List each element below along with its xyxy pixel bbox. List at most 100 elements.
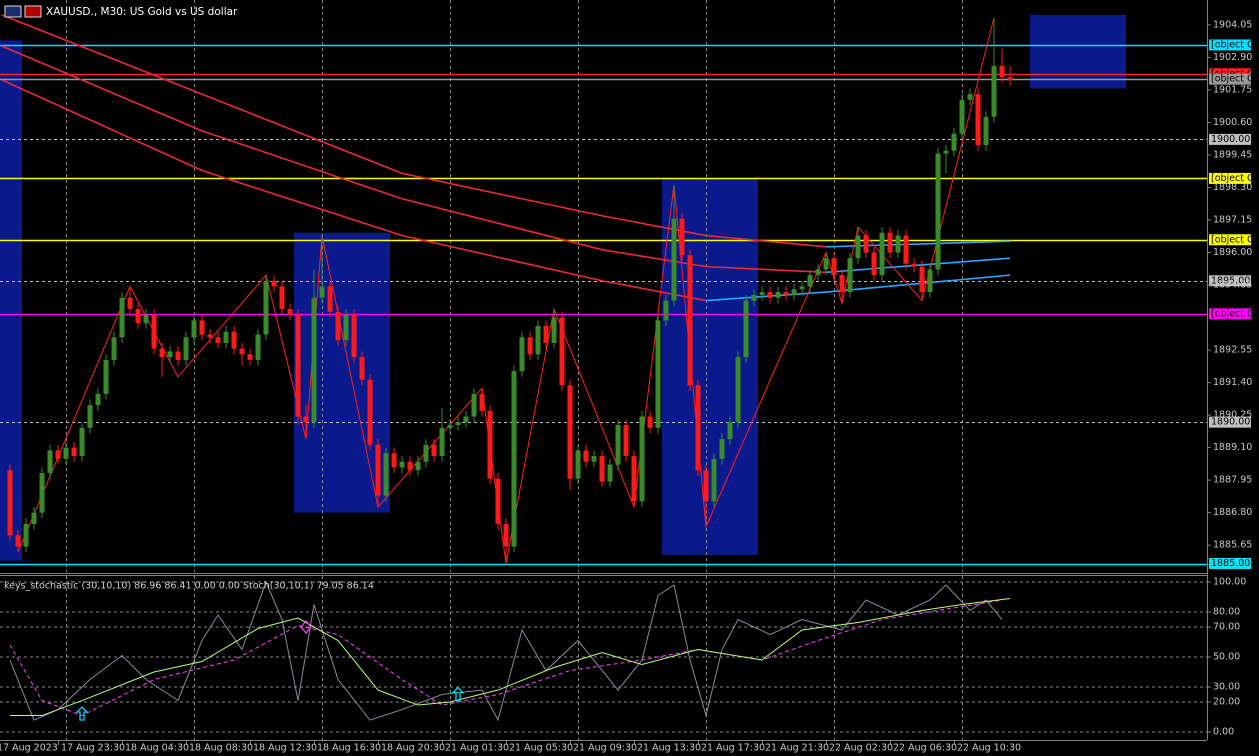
level-label-box xyxy=(1209,558,1251,570)
candle-body xyxy=(943,150,949,154)
zone-box xyxy=(0,40,22,561)
candle-body xyxy=(455,422,461,425)
candle-body xyxy=(471,393,477,417)
candle-body xyxy=(271,280,277,287)
candle-body xyxy=(511,371,517,547)
indicator-title: keys_stochastic (30,10,10) 86.96 86.41 0… xyxy=(4,581,374,592)
candle-body xyxy=(519,337,525,372)
candle-body xyxy=(687,255,693,386)
candle-body xyxy=(863,235,869,253)
level-label: 1900.00 xyxy=(1211,134,1250,145)
zone-box xyxy=(294,232,390,513)
x-tick-label: 18 Aug 16:30 xyxy=(317,743,381,754)
candle-body xyxy=(487,410,493,479)
y-tick-label: 30.00 xyxy=(1213,682,1240,693)
level-label-box xyxy=(1209,234,1251,246)
chart-icon xyxy=(4,5,22,18)
candle-body xyxy=(783,292,789,295)
y-tick-label: 1898.30 xyxy=(1213,182,1252,193)
candle-body xyxy=(839,275,845,293)
candle-body xyxy=(551,317,557,343)
candle-body xyxy=(855,235,861,259)
candle-body xyxy=(463,416,469,423)
candle-body xyxy=(175,351,181,360)
candle-body xyxy=(479,393,485,411)
candle-body xyxy=(727,422,733,440)
y-tick-label: 50.00 xyxy=(1213,652,1240,663)
candle-body xyxy=(167,351,173,358)
candle-body xyxy=(719,439,725,459)
y-tick-label: 1900.60 xyxy=(1213,117,1252,128)
flag-icon xyxy=(24,5,42,18)
level-label-box xyxy=(1209,275,1251,287)
candle-body xyxy=(671,218,677,301)
candle-body xyxy=(327,286,333,312)
x-tick-label: 21 Aug 01:30 xyxy=(445,743,509,754)
candle-body xyxy=(639,416,645,502)
candle-body xyxy=(71,447,77,457)
candle-body xyxy=(303,416,309,423)
candle-body xyxy=(31,512,37,524)
candle-body xyxy=(663,300,669,321)
candle-body xyxy=(711,458,717,502)
y-tick-label: 20.00 xyxy=(1213,697,1240,708)
candle-body xyxy=(215,337,221,343)
candle-body xyxy=(151,314,157,349)
signal-marker xyxy=(451,686,465,702)
candle-body xyxy=(407,461,413,471)
candle-body xyxy=(831,258,837,276)
candle-body xyxy=(703,470,709,502)
level-label: [object Object] xyxy=(1211,308,1259,319)
level-label-box xyxy=(1209,133,1251,145)
candle-body xyxy=(199,320,205,335)
y-tick-label: 1894.85 xyxy=(1213,280,1252,291)
candle-body xyxy=(695,385,701,471)
candle-body xyxy=(887,232,893,253)
candle-body xyxy=(975,94,981,146)
candle-body xyxy=(799,286,805,290)
candle-body xyxy=(111,337,117,360)
y-tick-label: 0.00 xyxy=(1213,727,1234,738)
x-tick-label: 18 Aug 08:30 xyxy=(189,743,253,754)
candle-body xyxy=(495,478,501,524)
candle-body xyxy=(103,359,109,394)
candle-body xyxy=(343,314,349,341)
level-label-box xyxy=(1209,73,1251,85)
y-tick-label: 1886.80 xyxy=(1213,507,1252,518)
x-tick-label: 21 Aug 13:30 xyxy=(637,743,701,754)
candle-body xyxy=(47,450,53,474)
x-tick-label: 22 Aug 06:30 xyxy=(893,743,957,754)
candle-body xyxy=(735,357,741,423)
candle-body xyxy=(591,456,597,462)
candle-body xyxy=(23,523,29,547)
zone-box xyxy=(662,178,758,556)
candle-body xyxy=(431,444,437,457)
y-tick-label: 1892.55 xyxy=(1213,345,1252,356)
indicator-line xyxy=(10,598,1011,717)
candle-body xyxy=(815,269,821,276)
candle-body xyxy=(295,314,301,417)
x-tick-label: 18 Aug 12:30 xyxy=(253,743,317,754)
candle-body xyxy=(319,286,325,298)
candle-body xyxy=(191,320,197,338)
candle-body xyxy=(871,252,877,276)
symbol-header: XAUUSD., M30: US Gold vs US dollar xyxy=(4,5,238,18)
level-label: [object Object] xyxy=(1211,234,1259,245)
x-tick-label: 22 Aug 02:30 xyxy=(829,743,893,754)
level-label-box xyxy=(1209,39,1251,51)
level-label-box xyxy=(1209,172,1251,184)
candle-body xyxy=(983,116,989,146)
candle-body xyxy=(439,427,445,457)
x-tick-label: 21 Aug 21:30 xyxy=(765,743,829,754)
level-label-box xyxy=(1209,308,1251,320)
candle-body xyxy=(959,99,965,134)
candle-body xyxy=(367,379,373,445)
candle-body xyxy=(535,326,541,355)
x-tick-label: 17 Aug 23:30 xyxy=(61,743,125,754)
candle-body xyxy=(751,294,757,301)
y-tick-label: 1885.65 xyxy=(1213,540,1252,551)
y-tick-label: 1887.95 xyxy=(1213,475,1252,486)
level-label: [object Object] xyxy=(1211,74,1259,85)
candle-body xyxy=(263,280,269,335)
